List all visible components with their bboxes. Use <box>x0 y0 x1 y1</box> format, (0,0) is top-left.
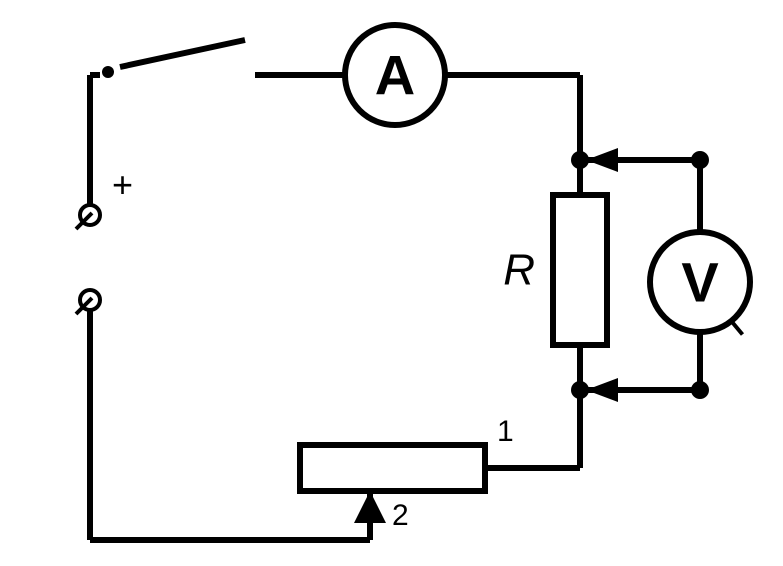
switch-arm <box>120 40 245 67</box>
rheostat-wiper-arrow <box>354 491 386 523</box>
resistor-label: R <box>503 246 535 295</box>
rheostat-terminal-1: 1 <box>497 415 514 448</box>
node-dot <box>571 151 589 169</box>
node-dot <box>691 381 709 399</box>
resistor <box>553 195 607 345</box>
voltmeter-label: V <box>681 251 718 314</box>
polarity-plus: + <box>112 164 133 205</box>
rheostat <box>300 445 485 491</box>
voltmeter-tick <box>730 320 743 335</box>
ammeter-label: A <box>375 44 415 107</box>
probe-arrow <box>586 148 618 172</box>
probe-arrow <box>586 378 618 402</box>
node-dot <box>691 151 709 169</box>
rheostat-terminal-2: 2 <box>392 499 409 532</box>
switch-pivot <box>102 66 114 78</box>
node-dot <box>571 381 589 399</box>
